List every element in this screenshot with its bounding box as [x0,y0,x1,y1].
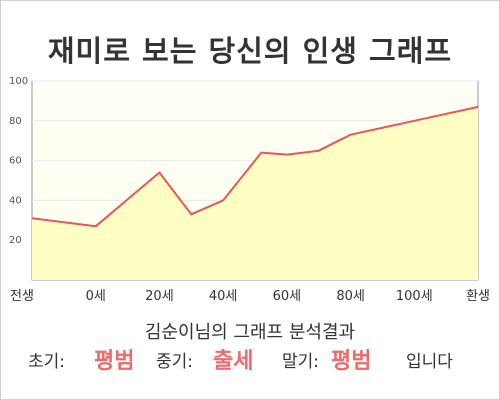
y-tick-label: 40 [9,195,22,206]
early-label: 초기: [28,352,66,372]
early-value: 평범 [94,349,135,374]
x-tick-label: 0세 [86,289,106,304]
analysis-result: 초기: 평범 중기: 출세 말기: 평범 입니다 [28,345,488,379]
y-tick-label: 80 [9,116,22,127]
middle-label: 중기: [156,352,194,372]
x-tick-label: 100세 [396,289,433,304]
y-tick-label: 100 [9,76,28,87]
chart-title: 재미로 보는 당신의 인생 그래프 [47,34,453,68]
y-axis-ticks: 20 40 60 80 100 [9,76,28,246]
x-tick-label: 환생 [466,289,490,304]
y-tick-label: 60 [9,156,22,167]
x-tick-label: 60세 [273,289,302,304]
late-value: 평범 [331,349,372,374]
x-tick-label: 전생 [10,289,34,304]
x-tick-label: 20세 [145,289,174,304]
late-label: 말기: [282,352,320,372]
life-area [32,106,478,281]
middle-value: 출세 [213,349,254,374]
ending-text: 입니다 [406,352,453,372]
x-tick-label: 40세 [209,289,238,304]
x-tick-label: 80세 [336,289,365,304]
x-axis-ticks: 전생 0세 20세 40세 60세 80세 100세 환생 [10,289,490,304]
analysis-subtitle: 김순이님의 그래프 분석결과 [144,322,356,343]
y-tick-label: 20 [9,235,22,246]
life-line [31,105,479,228]
